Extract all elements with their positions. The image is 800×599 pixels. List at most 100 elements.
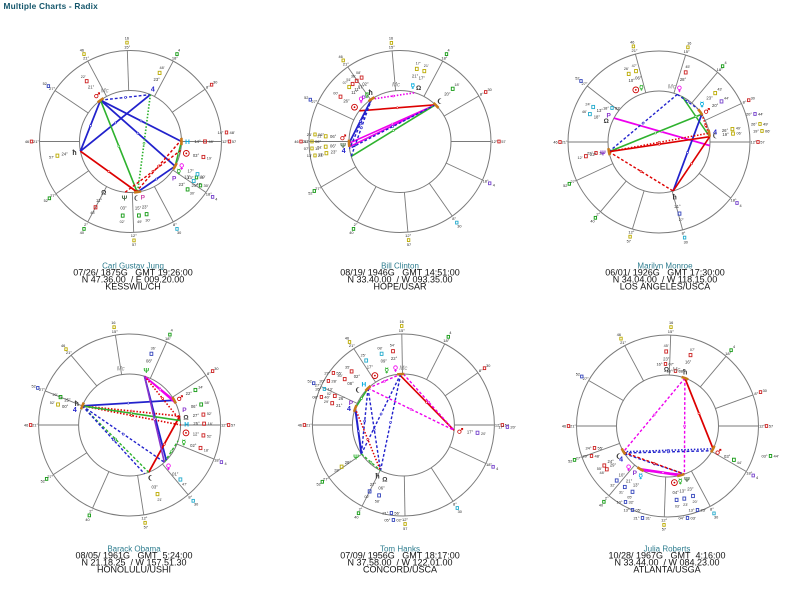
svg-text:15°: 15° <box>668 329 674 334</box>
svg-text:43': 43' <box>717 88 722 92</box>
svg-text:44': 44' <box>737 461 742 465</box>
svg-text:00': 00' <box>333 92 338 96</box>
svg-text:17': 17' <box>416 62 421 66</box>
svg-text:27°: 27° <box>39 387 45 392</box>
svg-text:4: 4 <box>342 148 346 155</box>
svg-text:28': 28' <box>334 468 339 472</box>
svg-text:24°: 24° <box>608 459 615 464</box>
svg-text:26°: 26° <box>722 128 729 133</box>
svg-text:51': 51' <box>304 139 309 144</box>
svg-text:Mc: Mc <box>117 367 125 373</box>
svg-text:4: 4 <box>619 457 623 464</box>
svg-text:4: 4 <box>733 345 735 349</box>
svg-text:15°: 15° <box>112 329 118 334</box>
svg-text:57: 57 <box>144 526 148 530</box>
svg-text:29°: 29° <box>582 453 588 458</box>
svg-text:18°: 18° <box>746 471 752 476</box>
svg-text:P: P <box>172 176 177 183</box>
svg-text:06°: 06° <box>315 139 321 144</box>
svg-text:52: 52 <box>307 380 311 384</box>
svg-text:08°: 08° <box>146 358 153 363</box>
svg-text:06°: 06° <box>635 76 642 81</box>
svg-text:4: 4 <box>225 462 227 466</box>
svg-text:18°: 18° <box>443 338 449 343</box>
svg-text:21': 21' <box>424 64 429 68</box>
svg-text:11°: 11° <box>354 87 360 92</box>
svg-text:57: 57 <box>403 527 407 531</box>
svg-text:23°: 23° <box>179 182 186 187</box>
svg-text:4: 4 <box>496 467 498 471</box>
svg-text:22°: 22° <box>590 152 597 157</box>
svg-text:4: 4 <box>73 407 77 414</box>
svg-text:12': 12' <box>599 150 604 155</box>
svg-text:15°: 15° <box>684 49 690 54</box>
svg-text:12°: 12° <box>131 233 137 238</box>
svg-text:53': 53' <box>615 105 620 110</box>
svg-text:46': 46' <box>582 110 587 114</box>
svg-text:P: P <box>633 470 638 477</box>
svg-text:30': 30' <box>200 175 205 179</box>
svg-text:52: 52 <box>308 192 312 196</box>
svg-text:H: H <box>184 422 189 429</box>
svg-text:46: 46 <box>25 140 29 144</box>
svg-text:46: 46 <box>617 333 621 337</box>
svg-text:27°: 27° <box>370 482 377 487</box>
svg-text:21°: 21° <box>302 139 308 144</box>
svg-text:Ψ: Ψ <box>684 477 690 484</box>
svg-text:51': 51' <box>346 78 351 82</box>
svg-text:Mc: Mc <box>672 368 680 374</box>
svg-text:06': 06' <box>765 128 770 133</box>
svg-text:08°: 08° <box>347 381 354 386</box>
svg-text:16: 16 <box>389 37 393 41</box>
svg-text:30: 30 <box>714 516 718 520</box>
svg-text:2°: 2° <box>605 496 609 501</box>
svg-text:26': 26' <box>624 67 629 71</box>
svg-text:06°: 06° <box>378 486 385 491</box>
svg-text:27°: 27° <box>311 99 317 104</box>
svg-text:12°: 12° <box>759 423 765 428</box>
svg-text:13°: 13° <box>623 507 629 512</box>
svg-text:H: H <box>185 139 190 146</box>
svg-text:07': 07' <box>690 348 695 352</box>
svg-text:N 33.44.00 / W 084.23.00: N 33.44.00 / W 084.23.00 <box>614 558 719 568</box>
svg-text:03': 03' <box>691 515 696 520</box>
svg-text:13°: 13° <box>597 108 604 113</box>
svg-text:8°: 8° <box>480 92 484 97</box>
svg-text:11°: 11° <box>96 198 102 203</box>
svg-text:8°: 8° <box>754 391 758 396</box>
svg-text:03°: 03° <box>724 454 731 459</box>
svg-text:27°: 27° <box>47 474 53 479</box>
svg-text:16: 16 <box>399 320 403 324</box>
svg-text:36': 36' <box>151 346 156 350</box>
svg-text:24°: 24° <box>585 445 591 450</box>
svg-text:HONOLULU/USHI: HONOLULU/USHI <box>97 565 171 575</box>
svg-text:18°: 18° <box>717 67 723 72</box>
svg-text:2°: 2° <box>84 222 88 227</box>
svg-text:16°: 16° <box>656 361 662 366</box>
svg-text:19°: 19° <box>753 128 759 133</box>
svg-text:4: 4 <box>756 476 758 480</box>
svg-text:49': 49' <box>763 121 768 126</box>
svg-text:21': 21' <box>317 134 322 138</box>
svg-text:20': 20' <box>53 393 58 397</box>
svg-text:29°: 29° <box>610 462 617 467</box>
svg-text:30: 30 <box>194 503 198 507</box>
svg-text:30': 30' <box>190 192 195 196</box>
svg-text:Barack Obama: Barack Obama <box>107 545 161 554</box>
svg-text:Ω: Ω <box>664 367 669 374</box>
svg-text:30: 30 <box>487 88 491 92</box>
svg-text:11°: 11° <box>351 90 357 95</box>
svg-text:08/19/ 1946G GMT 14:51:00: 08/19/ 1946G GMT 14:51:00 <box>340 268 460 278</box>
svg-text:40': 40' <box>338 374 343 378</box>
svg-text:2°: 2° <box>359 507 363 512</box>
svg-text:8°: 8° <box>710 507 714 512</box>
svg-text:06': 06' <box>737 131 742 135</box>
svg-text:52: 52 <box>576 373 580 377</box>
svg-text:4: 4 <box>151 87 155 94</box>
svg-text:28': 28' <box>331 378 336 383</box>
svg-text:30: 30 <box>751 97 755 101</box>
svg-text:18°: 18° <box>730 198 736 203</box>
svg-text:04°: 04° <box>673 490 680 495</box>
svg-text:12°: 12° <box>628 230 634 235</box>
svg-text:05': 05' <box>636 507 641 512</box>
